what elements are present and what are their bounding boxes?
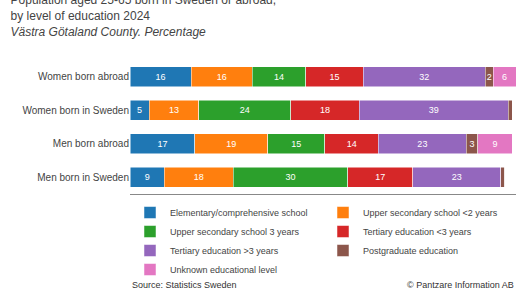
- svg-text:16: 16: [217, 72, 227, 82]
- svg-text:Women born abroad: Women born abroad: [38, 71, 129, 82]
- svg-text:9: 9: [145, 172, 150, 182]
- svg-text:18: 18: [194, 172, 204, 182]
- svg-text:Tertiary education >3 years: Tertiary education >3 years: [170, 246, 279, 256]
- svg-text:24: 24: [240, 105, 250, 115]
- svg-text:© Pantzare Information AB: © Pantzare Information AB: [407, 280, 514, 290]
- svg-text:17: 17: [157, 139, 167, 149]
- svg-text:Men born in Sweden: Men born in Sweden: [37, 172, 129, 183]
- svg-text:9: 9: [492, 139, 497, 149]
- svg-text:2: 2: [487, 72, 492, 82]
- svg-text:39: 39: [429, 105, 439, 115]
- svg-text:Tertiary education <3 years: Tertiary education <3 years: [363, 227, 472, 237]
- svg-text:17: 17: [375, 172, 385, 182]
- svg-text:Upper secondary school <2 year: Upper secondary school <2 years: [363, 208, 498, 218]
- svg-text:23: 23: [452, 172, 462, 182]
- svg-text:14: 14: [274, 72, 284, 82]
- svg-text:19: 19: [226, 139, 236, 149]
- svg-text:5: 5: [137, 105, 142, 115]
- svg-text:Unknown educational level: Unknown educational level: [170, 265, 277, 275]
- svg-text:3: 3: [470, 139, 475, 149]
- svg-text:Women born in Sweden: Women born in Sweden: [22, 105, 129, 116]
- svg-text:15: 15: [291, 139, 301, 149]
- svg-text:Source: Statistics Sweden: Source: Statistics Sweden: [132, 280, 237, 290]
- svg-text:32: 32: [419, 72, 429, 82]
- svg-text:6: 6: [502, 72, 507, 82]
- svg-text:Elementary/comprehensive schoo: Elementary/comprehensive school: [170, 208, 308, 218]
- svg-text:Population aged 25-65 born in: Population aged 25-65 born in Sweden or …: [11, 0, 277, 39]
- svg-text:13: 13: [169, 105, 179, 115]
- svg-text:16: 16: [156, 72, 166, 82]
- svg-text:Men born abroad: Men born abroad: [53, 138, 129, 149]
- svg-text:14: 14: [347, 139, 357, 149]
- svg-text:15: 15: [329, 72, 339, 82]
- svg-text:Postgraduate education: Postgraduate education: [363, 246, 458, 256]
- svg-text:23: 23: [417, 139, 427, 149]
- svg-text:18: 18: [320, 105, 330, 115]
- svg-text:30: 30: [286, 172, 296, 182]
- svg-text:Upper secondary school 3 years: Upper secondary school 3 years: [170, 227, 300, 237]
